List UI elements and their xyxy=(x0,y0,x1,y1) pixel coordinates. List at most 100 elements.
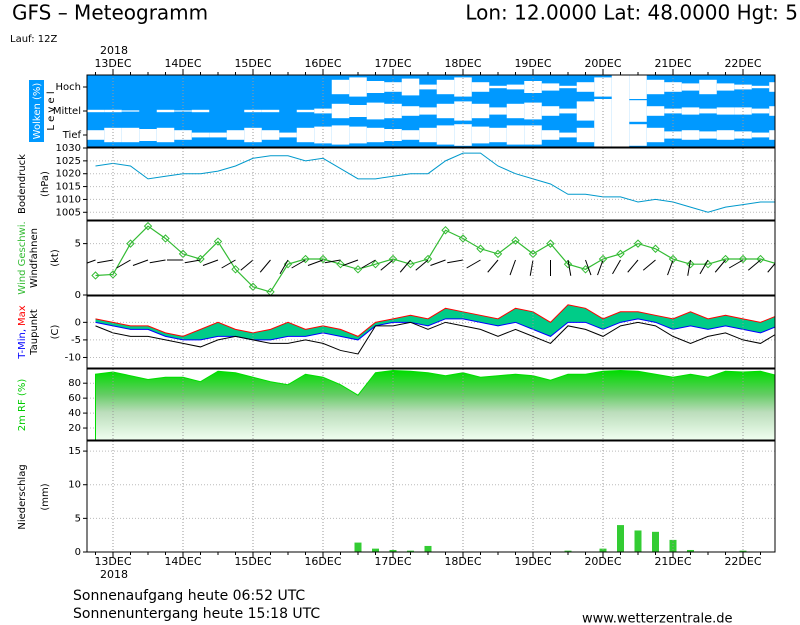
precip-bar xyxy=(669,539,677,552)
wind-marker xyxy=(301,254,310,264)
cloud-cover xyxy=(139,129,157,141)
precip-bar xyxy=(652,531,659,552)
y-label: Windfahnen xyxy=(29,228,40,288)
y-unit: (mm) xyxy=(40,483,51,510)
temp-range xyxy=(288,322,306,337)
temp-range xyxy=(183,329,201,340)
panel-frame xyxy=(86,74,776,148)
y-tick-label: 0 xyxy=(75,290,81,301)
y-label: Niederschlag xyxy=(17,464,28,529)
precip-bar xyxy=(407,550,414,552)
cloud-cover xyxy=(436,103,455,119)
cloud-cover xyxy=(209,132,227,138)
y-tick-label: 0 xyxy=(75,317,81,328)
cloud-cover xyxy=(366,102,385,120)
wind-marker xyxy=(546,239,555,248)
y-tick-label: 10 xyxy=(68,480,81,491)
cloud-cover xyxy=(419,127,437,143)
wind-barb xyxy=(324,259,341,264)
precip-bar xyxy=(354,542,362,552)
temp-range xyxy=(148,325,166,337)
cloud-cover xyxy=(331,125,350,145)
x-tick-label: 21DEC xyxy=(654,555,691,568)
temp-line xyxy=(95,304,775,337)
wind-barb xyxy=(487,259,499,273)
y-tick-label: 0 xyxy=(75,547,81,558)
cloud-cover xyxy=(699,79,717,95)
wind-barb xyxy=(202,259,219,266)
wind-barb xyxy=(279,259,289,275)
wind-marker xyxy=(616,249,625,259)
temp-range xyxy=(673,311,691,330)
x-tick-label: 20DEC xyxy=(584,57,621,70)
panel-frame xyxy=(86,440,776,553)
cloud-cover xyxy=(646,127,665,143)
wind-barb xyxy=(184,259,201,264)
cloud-cover xyxy=(751,85,770,89)
cloud-cover xyxy=(716,107,735,115)
cloud-cover xyxy=(191,132,210,138)
temp-range xyxy=(165,332,183,340)
x-tick-label: 19DEC xyxy=(514,57,551,70)
temp-range xyxy=(690,311,708,330)
wind-marker xyxy=(458,234,468,243)
wind-marker xyxy=(388,254,398,264)
panel-frame xyxy=(86,368,776,441)
cloud-cover xyxy=(296,109,315,113)
wind-marker xyxy=(441,226,450,235)
legend-max: Max xyxy=(17,305,28,326)
wind-barb xyxy=(747,259,761,271)
cloud-cover xyxy=(559,108,577,114)
temp-range xyxy=(585,308,603,330)
y-tick-label: 1015 xyxy=(56,182,81,193)
wind-barb xyxy=(221,259,236,269)
y-tick-label: 20 xyxy=(68,423,81,434)
temp-range xyxy=(533,311,551,337)
temp-range xyxy=(568,304,586,323)
y-unit: (hPa) xyxy=(40,171,51,197)
wind-marker xyxy=(213,237,223,246)
cloud-cover xyxy=(226,130,245,140)
cloud-cover xyxy=(366,81,385,93)
cloud-cover xyxy=(419,107,437,115)
wind-barb xyxy=(699,259,709,275)
cloud-cover xyxy=(331,103,350,119)
cloud-cover xyxy=(629,124,647,146)
wind-marker xyxy=(686,259,695,269)
x-tick-label: 17DEC xyxy=(374,555,411,568)
precip-bar xyxy=(372,548,379,552)
cloud-cover xyxy=(191,109,210,113)
cloud-cover xyxy=(401,106,420,116)
cloud-cover xyxy=(629,75,647,99)
cloud-cover xyxy=(489,107,507,115)
temp-range xyxy=(393,315,411,323)
wind-barb xyxy=(399,259,411,273)
wind-barb xyxy=(116,259,131,269)
y-tick-label: 80 xyxy=(68,378,81,389)
cloud-cover xyxy=(541,130,560,140)
temp-range xyxy=(760,316,775,333)
temp-range xyxy=(113,322,131,330)
cloud-cover xyxy=(349,105,367,117)
temp-range xyxy=(95,318,113,326)
x-tick-label: 21DEC xyxy=(654,57,691,70)
wind-barb xyxy=(342,259,359,266)
cloud-cover xyxy=(699,108,717,114)
cloud-cover xyxy=(681,130,700,140)
wind-barb xyxy=(291,259,306,269)
cloud-cover xyxy=(769,130,775,140)
x-tick-label: 15DEC xyxy=(234,555,271,568)
cloud-cover xyxy=(489,85,507,89)
wind-barb xyxy=(240,259,254,271)
wind-marker xyxy=(633,239,643,248)
cloud-cover xyxy=(87,109,105,113)
cloud-cover xyxy=(366,127,385,143)
year-label: 2018 xyxy=(100,568,128,581)
cloud-cover xyxy=(349,77,367,97)
wind-marker xyxy=(651,244,660,253)
cloud-cover xyxy=(751,108,770,114)
cloud-cover xyxy=(121,110,140,112)
wind-marker xyxy=(108,270,118,279)
x-tick-label: 13DEC xyxy=(94,555,131,568)
cloud-cover xyxy=(436,125,455,145)
